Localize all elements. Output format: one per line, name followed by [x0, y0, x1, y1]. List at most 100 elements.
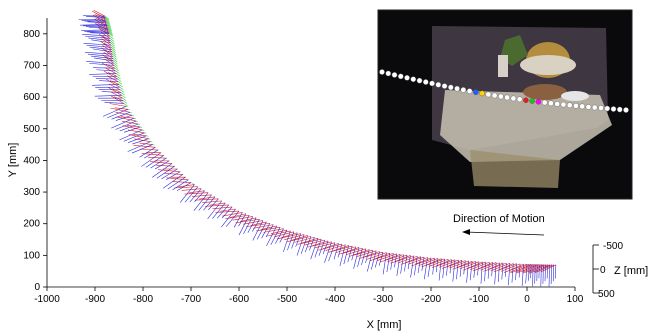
pose-y-axis: [207, 200, 223, 220]
pose-y-axis: [102, 106, 126, 117]
pose-y-axis: [469, 261, 473, 281]
pose-x-axis: [199, 196, 216, 200]
pose-z-axis: [113, 62, 118, 67]
pose-y-axis: [111, 111, 131, 120]
pose-y-axis: [119, 129, 143, 141]
pose-y-axis: [328, 242, 336, 262]
pose-x-axis: [181, 188, 202, 191]
pose-y-axis: [139, 147, 156, 158]
pose-x-axis: [394, 255, 411, 262]
pose-y-axis: [84, 52, 113, 55]
pose-y-axis: [432, 258, 435, 275]
pose-y-axis: [314, 238, 322, 258]
pose-x-axis: [97, 17, 107, 22]
pose-y-axis: [123, 132, 145, 142]
pose-y-axis: [521, 264, 524, 286]
pose-z-axis: [129, 111, 132, 114]
pose-y-axis: [91, 39, 111, 44]
pose-y-axis: [414, 256, 418, 276]
pose-x-axis: [356, 250, 377, 257]
pose-y-axis: [477, 261, 480, 276]
inset-path-marker: [560, 101, 567, 108]
pose-y-axis: [343, 245, 350, 265]
x-tick-label: -900: [85, 294, 105, 305]
z-tick-label: 500: [598, 289, 615, 300]
pose-y-axis: [225, 210, 240, 227]
inset-path-marker: [416, 77, 423, 84]
pose-y-axis: [291, 232, 298, 249]
pose-x-axis: [166, 177, 189, 181]
pose-y-axis: [540, 264, 542, 287]
pose-y-axis: [89, 62, 115, 66]
pose-y-axis: [221, 206, 233, 219]
pose-y-axis: [515, 263, 518, 281]
x-tick-label: -1000: [34, 294, 60, 305]
inset-path-marker: [591, 104, 598, 111]
pose-y-axis: [324, 241, 332, 263]
pose-y-axis: [193, 192, 209, 211]
pose-x-axis: [439, 259, 459, 268]
pose-z-axis: [125, 106, 128, 108]
pose-x-axis: [534, 264, 554, 273]
pose-y-axis: [456, 260, 459, 280]
pose-x-axis: [387, 254, 408, 263]
pose-y-axis: [252, 220, 264, 241]
x-axis-ticks: -1000 -900 -800 -700 -600 -500 -400 -300 -200 -10…: [34, 287, 584, 305]
pose-x-axis: [99, 25, 109, 31]
pose-y-axis: [144, 149, 159, 159]
pose-y-axis: [353, 247, 360, 269]
pose-x-axis: [291, 235, 308, 241]
x-tick-label: -100: [469, 294, 489, 305]
inset-path-marker: [516, 96, 523, 103]
y-tick-label: 0: [34, 282, 40, 293]
pose-y-axis: [404, 254, 408, 272]
pose-x-axis: [456, 260, 473, 268]
pose-y-axis: [265, 224, 274, 238]
pose-x-axis: [127, 125, 141, 128]
pose-x-axis: [273, 231, 294, 238]
inset-path-marker: [410, 76, 417, 83]
inset-path-marker: [379, 69, 385, 75]
pose-z-axis: [150, 141, 153, 143]
pose-y-axis: [88, 37, 111, 41]
pose-y-axis: [491, 262, 494, 277]
inset-path-marker: [585, 104, 592, 110]
pose-z-axis: [138, 123, 141, 125]
pose-y-axis: [463, 260, 466, 275]
pose-y-axis: [374, 251, 380, 268]
pose-y-axis: [270, 227, 281, 245]
inset-path-marker: [441, 83, 448, 89]
pose-y-axis: [141, 152, 162, 167]
pose-y-axis: [83, 43, 112, 46]
pose-y-axis: [351, 246, 356, 261]
pose-x-axis: [235, 218, 260, 224]
pose-x-axis: [174, 186, 198, 189]
pose-x-axis: [229, 213, 246, 218]
pose-x-axis: [418, 258, 438, 266]
pose-y-axis: [370, 250, 377, 270]
pose-y-axis: [347, 246, 353, 263]
z-axis-title: Z [mm]: [614, 265, 648, 277]
pose-y-axis: [131, 144, 153, 154]
pose-x-axis: [212, 206, 233, 210]
pose-x-axis: [96, 13, 106, 18]
pose-z-axis: [122, 100, 127, 104]
pose-y-axis: [184, 186, 199, 203]
pose-y-axis: [238, 213, 247, 227]
pose-y-axis: [532, 264, 534, 287]
inset-path-marker: [535, 98, 542, 105]
pose-y-axis: [194, 190, 205, 202]
pose-z-axis: [122, 97, 127, 101]
pose-y-axis: [446, 259, 449, 276]
pose-y-axis: [238, 214, 250, 236]
pose-y-axis: [99, 80, 119, 83]
pose-y-axis: [548, 264, 550, 287]
pose-z-axis: [120, 92, 125, 96]
pose-y-axis: [501, 262, 504, 280]
pose-x-axis: [100, 29, 110, 35]
z-tick-label: -500: [603, 241, 623, 252]
pose-z-axis: [127, 109, 130, 111]
inset-path-marker: [466, 88, 473, 94]
pose-x-axis: [110, 95, 124, 104]
pose-y-axis: [221, 208, 236, 228]
